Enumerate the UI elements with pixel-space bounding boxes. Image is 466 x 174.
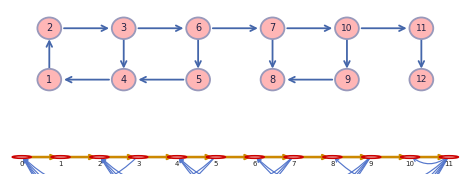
Circle shape <box>323 156 342 158</box>
Circle shape <box>51 156 70 158</box>
Circle shape <box>439 156 458 158</box>
Ellipse shape <box>37 69 61 90</box>
Ellipse shape <box>186 69 210 90</box>
Ellipse shape <box>260 69 284 90</box>
Text: 2: 2 <box>46 23 53 33</box>
Ellipse shape <box>410 17 433 39</box>
Text: 3: 3 <box>121 23 127 33</box>
Ellipse shape <box>112 69 136 90</box>
Circle shape <box>13 156 31 158</box>
Ellipse shape <box>410 69 433 90</box>
Ellipse shape <box>335 69 359 90</box>
Ellipse shape <box>335 17 359 39</box>
Ellipse shape <box>260 17 284 39</box>
Text: 2: 2 <box>97 161 102 167</box>
Circle shape <box>168 156 186 158</box>
Text: 7: 7 <box>291 161 296 167</box>
Text: 1: 1 <box>58 161 63 167</box>
Circle shape <box>129 156 148 158</box>
Text: 6: 6 <box>195 23 201 33</box>
Text: 8: 8 <box>330 161 335 167</box>
Text: 4: 4 <box>121 75 127 85</box>
Text: 8: 8 <box>269 75 275 85</box>
Circle shape <box>284 156 303 158</box>
Text: 11: 11 <box>445 161 453 167</box>
Text: 12: 12 <box>416 75 427 84</box>
Text: 9: 9 <box>344 75 350 85</box>
Ellipse shape <box>37 17 61 39</box>
Text: 6: 6 <box>253 161 257 167</box>
Circle shape <box>90 156 109 158</box>
Text: 11: 11 <box>416 24 427 33</box>
Text: 5: 5 <box>214 161 218 167</box>
Circle shape <box>401 156 419 158</box>
Circle shape <box>362 156 381 158</box>
Text: 5: 5 <box>195 75 201 85</box>
Text: 3: 3 <box>136 161 140 167</box>
Text: 10: 10 <box>405 161 415 167</box>
Ellipse shape <box>186 17 210 39</box>
Circle shape <box>206 156 225 158</box>
Text: 4: 4 <box>175 161 179 167</box>
Ellipse shape <box>112 17 136 39</box>
Text: 7: 7 <box>269 23 276 33</box>
Text: 0: 0 <box>20 161 24 167</box>
Text: 9: 9 <box>369 161 373 167</box>
Text: 1: 1 <box>46 75 52 85</box>
Text: 10: 10 <box>341 24 353 33</box>
Circle shape <box>245 156 264 158</box>
